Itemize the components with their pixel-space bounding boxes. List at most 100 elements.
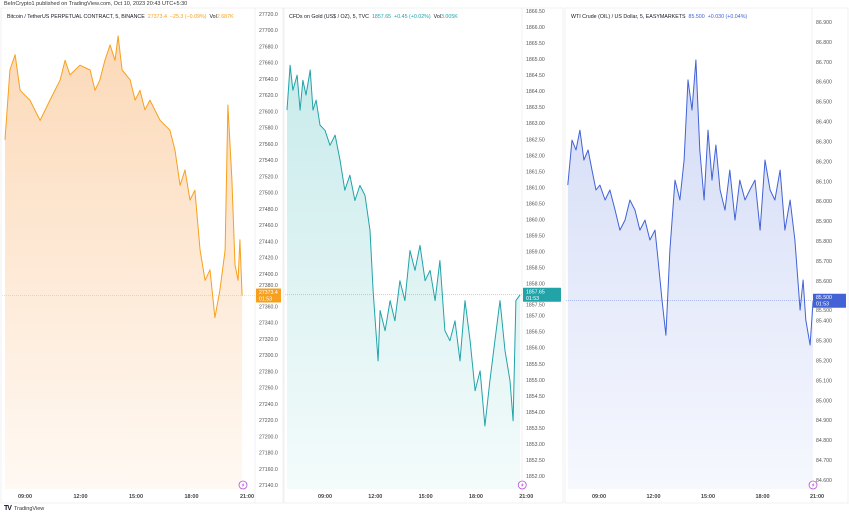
- y-tick-label: 1859.00: [526, 250, 545, 256]
- y-tick-label: 27400.0: [259, 272, 278, 278]
- lightning-event-icon[interactable]: [238, 480, 248, 490]
- y-tick-label: 84.600: [816, 478, 832, 484]
- y-tick-label: 1853.00: [526, 442, 545, 448]
- x-tick-label: 15:00: [129, 494, 143, 500]
- volume-value: 3.005K: [441, 14, 458, 20]
- price-change: −25.3 (−0.09%): [169, 14, 207, 20]
- x-tick-label: 12:00: [73, 494, 87, 500]
- price-change: +0.030 (+0.04%): [707, 14, 748, 20]
- y-tick-label: 27240.0: [259, 402, 278, 408]
- y-tick-label: 1866.50: [526, 9, 545, 15]
- panel-frame: [0, 7, 284, 504]
- y-tick-label: 1858.50: [526, 266, 545, 272]
- last-price-badge: [523, 287, 561, 302]
- y-tick-label: 27600.0: [259, 109, 278, 115]
- symbol-title[interactable]: CFDs on Gold (US$ / OZ), 5, TVC: [289, 14, 369, 20]
- x-tick-label: 18:00: [469, 494, 483, 500]
- y-tick-label: 85.200: [816, 358, 832, 364]
- y-tick-label: 27680.0: [259, 44, 278, 50]
- y-tick-label: 1857.50: [526, 302, 545, 308]
- y-tick-label: 1855.50: [526, 362, 545, 368]
- symbol-title[interactable]: Bitcoin / TetherUS PERPETUAL CONTRACT, 5…: [7, 14, 145, 20]
- lightning-icon-bolt: [521, 482, 524, 488]
- y-tick-label: 86.700: [816, 60, 832, 66]
- x-tick-label: 21:00: [519, 494, 533, 500]
- lightning-icon-bolt: [241, 482, 245, 488]
- last-price: 1857.65: [371, 14, 392, 20]
- y-tick-label: 27560.0: [259, 142, 278, 148]
- x-tick-label: 12:00: [646, 494, 660, 500]
- y-tick-label: 1861.00: [526, 185, 545, 191]
- y-tick-label: 1861.50: [526, 169, 545, 175]
- y-tick-label: 86.300: [816, 139, 832, 145]
- y-tick-label: 86.000: [816, 199, 832, 205]
- y-tick-label: 27200.0: [259, 434, 278, 440]
- y-tick-label: 27700.0: [259, 28, 278, 34]
- y-tick-label: 27640.0: [259, 77, 278, 83]
- price-change: +0.45 (+0.02%): [394, 14, 431, 20]
- volume-label: Vol: [209, 14, 217, 20]
- brand-name: TradingView: [13, 505, 45, 512]
- y-tick-label: 85.700: [816, 259, 832, 265]
- lightning-event-icon[interactable]: [808, 480, 818, 490]
- tradingview-logo[interactable]: TV: [4, 505, 12, 512]
- y-tick-label: 86.800: [816, 40, 832, 46]
- y-tick-label: 85.800: [816, 239, 832, 245]
- y-tick-label: 27280.0: [259, 369, 278, 375]
- y-tick-label: 27320.0: [259, 337, 278, 343]
- y-tick-label: 86.200: [816, 159, 832, 165]
- y-tick-label: 84.900: [816, 418, 832, 424]
- x-tick-label: 21:00: [240, 494, 254, 500]
- lightning-icon-bolt: [811, 482, 815, 488]
- y-tick-label: 27480.0: [259, 207, 278, 213]
- y-tick-label: 27440.0: [259, 239, 278, 245]
- last-price-badge: [256, 288, 281, 303]
- symbol-title[interactable]: WTI Crude (OIL) / US Dollar, 5, EASYMARK…: [571, 14, 686, 20]
- y-tick-label: 85.400: [816, 319, 832, 325]
- y-tick-label: 1854.50: [526, 394, 545, 400]
- y-tick-label: 27580.0: [259, 126, 278, 132]
- y-tick-label: 27720.0: [259, 12, 278, 18]
- price-line: [567, 59, 814, 346]
- last-price-badge-countdown: 01:53: [259, 296, 272, 302]
- y-tick-label: 1853.50: [526, 426, 545, 432]
- y-tick-label: 27460.0: [259, 223, 278, 229]
- legend-gold: CFDs on Gold (US$ / OZ), 5, TVC 1857.65 +0…: [289, 14, 461, 20]
- y-tick-label: 85.300: [816, 339, 832, 345]
- legend-oil: WTI Crude (OIL) / US Dollar, 5, EASYMARK…: [571, 14, 750, 20]
- y-tick-label: 1862.00: [526, 153, 545, 159]
- last-price-badge-value: 27373.4: [259, 290, 278, 296]
- y-tick-label: 27380.0: [259, 283, 278, 289]
- price-area-fill: [567, 60, 814, 489]
- y-tick-label: 1863.50: [526, 105, 545, 111]
- lightning-event-icon[interactable]: [517, 480, 527, 490]
- x-tick-label: 09:00: [318, 494, 332, 500]
- y-tick-label: 27500.0: [259, 191, 278, 197]
- panel-frame: [564, 7, 849, 504]
- y-tick-label: 1862.50: [526, 137, 545, 143]
- y-tick-label: 86.100: [816, 179, 832, 185]
- price-area-fill: [5, 35, 243, 490]
- y-tick-label: 86.900: [816, 20, 832, 26]
- y-tick-label: 27260.0: [259, 386, 278, 392]
- y-tick-label: 85.100: [816, 378, 832, 384]
- y-tick-label: 1854.00: [526, 410, 545, 416]
- y-tick-label: 1857.00: [526, 314, 545, 320]
- y-tick-label: 85.000: [816, 398, 832, 404]
- y-tick-label: 1864.00: [526, 89, 545, 95]
- y-tick-label: 27140.0: [259, 483, 278, 489]
- x-tick-label: 15:00: [419, 494, 433, 500]
- y-tick-label: 1852.50: [526, 458, 545, 464]
- last-price: 27373.4: [147, 14, 167, 20]
- y-tick-label: 84.700: [816, 458, 832, 464]
- panel-frame: [283, 7, 564, 504]
- y-tick-label: 84.800: [816, 438, 832, 444]
- last-price-badge-value: 85.500: [816, 295, 832, 301]
- y-tick-label: 85.600: [816, 279, 832, 285]
- x-tick-label: 18:00: [755, 494, 769, 500]
- y-tick-label: 85.900: [816, 219, 832, 225]
- y-tick-label: 27360.0: [259, 304, 278, 310]
- x-tick-label: 18:00: [184, 494, 198, 500]
- y-tick-label: 1859.50: [526, 233, 545, 239]
